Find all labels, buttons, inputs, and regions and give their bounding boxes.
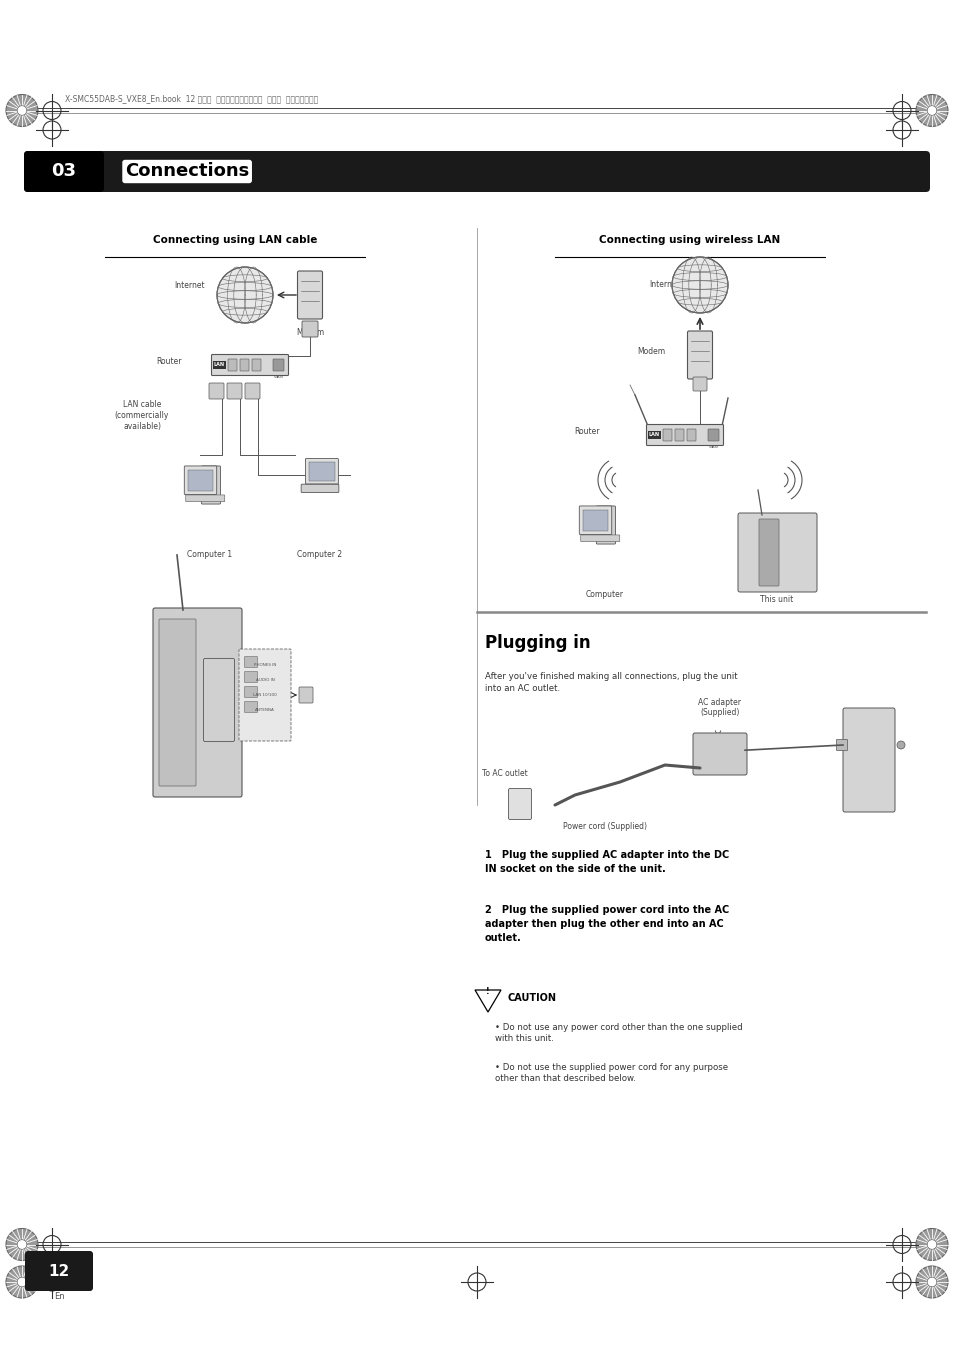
- Text: LAN cable
(commercially
available): LAN cable (commercially available): [114, 400, 169, 431]
- FancyBboxPatch shape: [298, 687, 313, 703]
- FancyBboxPatch shape: [273, 359, 284, 371]
- Text: WAN: WAN: [274, 375, 283, 379]
- Bar: [188, 470, 213, 490]
- FancyBboxPatch shape: [302, 321, 317, 338]
- FancyBboxPatch shape: [228, 359, 236, 371]
- FancyBboxPatch shape: [297, 271, 322, 319]
- Text: Plugging in: Plugging in: [484, 634, 590, 652]
- Text: !: !: [486, 987, 489, 996]
- Text: • Do not use the supplied power cord for any purpose
other than that described b: • Do not use the supplied power cord for…: [495, 1062, 727, 1084]
- FancyBboxPatch shape: [707, 429, 719, 441]
- FancyBboxPatch shape: [836, 740, 846, 751]
- Text: 1   Plug the supplied AC adapter into the DC
IN socket on the side of the unit.: 1 Plug the supplied AC adapter into the …: [484, 850, 728, 873]
- FancyBboxPatch shape: [240, 359, 249, 371]
- Text: Internet: Internet: [174, 281, 205, 289]
- Text: AUDIO IN: AUDIO IN: [255, 678, 274, 682]
- Text: 03: 03: [51, 162, 76, 181]
- FancyBboxPatch shape: [24, 151, 104, 192]
- Circle shape: [896, 741, 904, 749]
- FancyBboxPatch shape: [646, 424, 722, 446]
- FancyBboxPatch shape: [159, 620, 195, 786]
- Text: LAN 10/100: LAN 10/100: [253, 693, 276, 697]
- FancyBboxPatch shape: [203, 659, 234, 741]
- FancyBboxPatch shape: [692, 377, 706, 392]
- FancyBboxPatch shape: [244, 671, 257, 683]
- Bar: [582, 510, 607, 531]
- Circle shape: [915, 95, 947, 127]
- FancyBboxPatch shape: [186, 495, 225, 502]
- Text: Router: Router: [574, 428, 599, 436]
- Text: Modem: Modem: [637, 347, 664, 356]
- FancyBboxPatch shape: [245, 383, 260, 400]
- FancyBboxPatch shape: [596, 506, 615, 544]
- FancyBboxPatch shape: [301, 485, 338, 493]
- Text: WAN: WAN: [708, 446, 718, 450]
- Text: AC adapter
(Supplied): AC adapter (Supplied): [698, 698, 740, 717]
- Text: Computer 1: Computer 1: [187, 549, 233, 559]
- Text: Modem: Modem: [295, 328, 324, 338]
- Text: CAUTION: CAUTION: [507, 994, 557, 1003]
- Text: After you've finished making all connections, plug the unit
into an AC outlet.: After you've finished making all connect…: [484, 672, 737, 693]
- Text: This unit: This unit: [760, 595, 793, 603]
- FancyBboxPatch shape: [687, 331, 712, 379]
- FancyBboxPatch shape: [212, 355, 288, 375]
- FancyBboxPatch shape: [227, 383, 242, 400]
- Bar: [308, 462, 335, 481]
- FancyBboxPatch shape: [244, 687, 257, 698]
- FancyBboxPatch shape: [662, 429, 671, 441]
- FancyBboxPatch shape: [759, 518, 779, 586]
- FancyBboxPatch shape: [152, 608, 242, 796]
- FancyBboxPatch shape: [692, 733, 746, 775]
- Circle shape: [6, 1228, 38, 1261]
- FancyBboxPatch shape: [686, 429, 696, 441]
- Text: Connecting using wireless LAN: Connecting using wireless LAN: [598, 235, 780, 244]
- Text: LAN: LAN: [648, 432, 659, 437]
- Text: LAN: LAN: [213, 363, 225, 367]
- Text: PHONES IN: PHONES IN: [253, 663, 276, 667]
- FancyBboxPatch shape: [252, 359, 261, 371]
- FancyBboxPatch shape: [580, 535, 619, 541]
- Circle shape: [216, 267, 273, 323]
- Text: Connections: Connections: [125, 162, 249, 181]
- FancyBboxPatch shape: [209, 383, 224, 400]
- FancyBboxPatch shape: [675, 429, 683, 441]
- Circle shape: [926, 1277, 936, 1287]
- Text: • Do not use any power cord other than the one supplied
with this unit.: • Do not use any power cord other than t…: [495, 1023, 741, 1044]
- Text: To AC outlet: To AC outlet: [481, 769, 527, 778]
- Circle shape: [17, 105, 27, 115]
- FancyBboxPatch shape: [842, 707, 894, 811]
- Text: ANTENNA: ANTENNA: [254, 707, 274, 711]
- FancyBboxPatch shape: [508, 788, 531, 819]
- Circle shape: [6, 1266, 38, 1297]
- FancyBboxPatch shape: [24, 151, 929, 192]
- Circle shape: [6, 95, 38, 127]
- Text: Computer 2: Computer 2: [297, 549, 342, 559]
- FancyBboxPatch shape: [305, 459, 338, 483]
- Circle shape: [915, 1228, 947, 1261]
- Text: 2   Plug the supplied power cord into the AC
adapter then plug the other end int: 2 Plug the supplied power cord into the …: [484, 904, 728, 944]
- Circle shape: [915, 1266, 947, 1297]
- Circle shape: [17, 1239, 27, 1249]
- Text: 12: 12: [49, 1264, 70, 1278]
- Text: Internet: Internet: [649, 279, 679, 289]
- Text: Connecting using LAN cable: Connecting using LAN cable: [152, 235, 316, 244]
- Circle shape: [17, 1277, 27, 1287]
- FancyBboxPatch shape: [244, 702, 257, 713]
- FancyBboxPatch shape: [244, 656, 257, 667]
- FancyBboxPatch shape: [738, 513, 816, 593]
- Text: Power cord (Supplied): Power cord (Supplied): [562, 822, 646, 832]
- FancyBboxPatch shape: [578, 506, 611, 535]
- FancyBboxPatch shape: [184, 466, 216, 494]
- Circle shape: [926, 105, 936, 115]
- FancyBboxPatch shape: [239, 649, 291, 741]
- FancyBboxPatch shape: [25, 1251, 92, 1291]
- Text: En: En: [53, 1292, 64, 1301]
- Circle shape: [926, 1239, 936, 1249]
- Circle shape: [671, 256, 727, 313]
- Text: X-SMC55DAB-S_VXE8_En.book  12 ページ  ２０１３年７月３０日  火曜日  午後１時４７分: X-SMC55DAB-S_VXE8_En.book 12 ページ ２０１３年７月…: [65, 95, 318, 103]
- FancyBboxPatch shape: [201, 466, 220, 504]
- Text: Router: Router: [156, 358, 182, 366]
- Text: Computer: Computer: [585, 590, 623, 599]
